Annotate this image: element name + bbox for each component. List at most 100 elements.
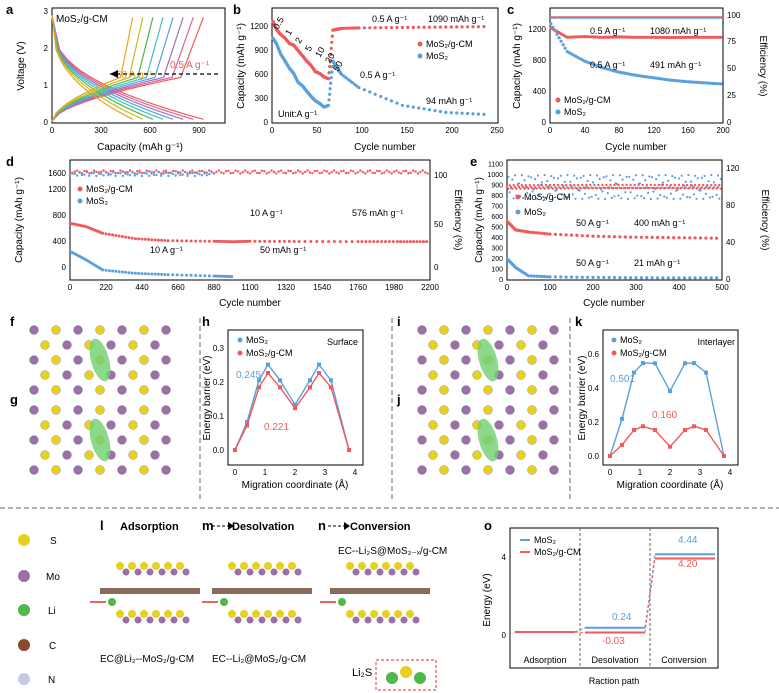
data-point (719, 82, 723, 86)
efficiency-point (679, 197, 682, 200)
data-point (330, 65, 334, 69)
data-point (655, 276, 660, 280)
ytick-d-3: 1200 (48, 185, 66, 194)
efficiency-point (522, 196, 525, 200)
efficiency-point (160, 174, 163, 177)
efficiency-point (656, 186, 659, 189)
efficiency-point (634, 174, 638, 177)
data-point (180, 239, 184, 243)
efficiency-point (248, 172, 252, 175)
data-point (368, 240, 372, 244)
stage-atom (252, 562, 260, 570)
efficiency-point (114, 172, 117, 175)
efficiency-point (531, 190, 534, 193)
stage-atom (116, 610, 124, 618)
lattice-atom (516, 370, 526, 380)
data-point (127, 236, 131, 240)
efficiency-point (217, 169, 220, 172)
efficiency-point (232, 171, 235, 175)
lattice-atom (516, 420, 526, 430)
efficiency-point (661, 181, 665, 184)
ytick-h-1: 0.1 (213, 412, 225, 421)
data-point (248, 239, 252, 243)
lattice-atom (505, 405, 515, 415)
data-point (645, 35, 649, 39)
data-point (697, 35, 701, 39)
data-point (364, 240, 368, 244)
efficiency-point (155, 169, 158, 172)
lattice-atom (150, 420, 160, 430)
data-point (634, 276, 638, 280)
axes-frame-e (506, 159, 723, 281)
xtick-b-3: 150 (400, 126, 414, 135)
stage-atom (182, 616, 190, 624)
efficiency-point (380, 172, 384, 175)
axes-frame-k (602, 329, 739, 466)
stage-atom (116, 562, 124, 570)
data-point (373, 92, 377, 96)
efficiency-point (145, 172, 148, 175)
data-point (156, 238, 160, 242)
ytick-h-2: 0.2 (213, 378, 225, 387)
lattice-atom (439, 435, 449, 445)
efficiency-point (104, 170, 108, 174)
lattice-atom (150, 370, 160, 380)
data-point (672, 276, 676, 280)
data-point (147, 238, 150, 241)
efficiency-point (186, 172, 189, 175)
data-point (618, 235, 622, 239)
lattice-atom (117, 355, 127, 365)
efficiency-point (628, 175, 631, 178)
efficiency-point (591, 187, 595, 190)
lattice-atom (527, 325, 537, 335)
legend-marker-e-0 (515, 194, 521, 200)
stage-atom (352, 568, 360, 576)
xtick-e-4: 400 (672, 283, 686, 292)
efficiency-point (695, 197, 698, 200)
data-point (180, 273, 184, 277)
efficiency-point (655, 178, 658, 181)
stage-atom (406, 610, 414, 618)
data-point (384, 97, 388, 101)
efficiency-point (620, 197, 623, 200)
efficiency-point (562, 184, 565, 187)
efficiency-point (272, 170, 276, 174)
efficiency-point (138, 171, 141, 174)
rate-b-3: 5 (303, 44, 314, 53)
data-point (471, 112, 475, 116)
efficiency-point (632, 186, 635, 190)
efficiency-point (193, 171, 196, 174)
efficiency-point (571, 187, 574, 190)
lattice-atom (472, 450, 482, 460)
efficiency-point (397, 171, 400, 174)
data-point (408, 240, 412, 244)
efficiency-point (649, 197, 652, 201)
efficiency-point (719, 187, 722, 190)
xtick-h-0: 0 (233, 468, 238, 477)
data-point (384, 26, 388, 30)
data-point (656, 35, 660, 40)
y2label-c: Efficiency (%) (757, 36, 768, 97)
lattice-atom (538, 450, 548, 460)
data-point (171, 273, 175, 277)
lattice-atom (527, 405, 537, 415)
efficiency-point (680, 186, 683, 189)
data-point (532, 274, 536, 278)
efficiency-point (712, 181, 716, 184)
lattice-atom (40, 450, 50, 460)
lattice-atom (428, 370, 438, 380)
efficiency-point (519, 187, 522, 190)
efficiency-point (575, 187, 579, 190)
lattice-atom (62, 370, 72, 380)
efficiency-point (167, 174, 170, 178)
efficiency-point (579, 187, 583, 190)
li-migration-path-icon (477, 338, 499, 382)
efficiency-point (534, 177, 537, 181)
efficiency-point (126, 170, 129, 174)
stage-atom (228, 610, 236, 618)
data-point (553, 29, 557, 33)
data-point (591, 234, 595, 238)
lattice-atom (494, 340, 504, 350)
ytick-e-4: 400 (491, 235, 503, 242)
